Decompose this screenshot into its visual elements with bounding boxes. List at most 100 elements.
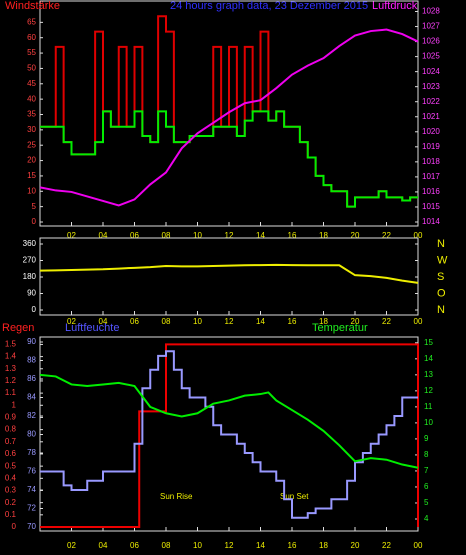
y-tick-label: 12 [424,386,433,395]
x-tick-label: 14 [256,231,265,240]
y-tick-label: 9 [424,434,429,443]
x-tick-label: 10 [193,231,202,240]
y-tick-label: 1019 [422,142,440,151]
x-tick-label: 14 [256,317,265,326]
x-tick-label: 04 [99,317,108,326]
y-tick-label: 1027 [422,22,440,31]
series-line [40,350,418,519]
y-tick-label: 35 [27,110,36,119]
panel-label: Regen [2,322,34,334]
y-tick-label: S [437,271,444,283]
series-line [39,28,419,207]
y-tick-label: 76 [27,467,36,476]
y-tick-label: 1020 [422,127,440,136]
y-tick-label: 0 [32,305,37,314]
y-tick-label: 1014 [422,217,440,226]
y-tick-label: 86 [27,374,36,383]
y-tick-label: 15 [424,338,433,347]
annotation: Sun Rise [160,492,193,501]
y-tick-label: 20 [27,156,36,165]
y-tick-label: 1.5 [5,340,17,349]
y-tick-label: 1.4 [5,352,17,361]
x-tick-label: 06 [130,317,139,326]
x-tick-label: 02 [67,231,76,240]
x-tick-label: 20 [351,231,360,240]
y-tick-label: 15 [27,171,36,180]
x-tick-label: 18 [319,541,328,550]
y-tick-label: 1.3 [5,364,17,373]
series-line [39,263,419,284]
x-tick-label: 22 [382,231,391,240]
y-tick-label: N [437,238,445,250]
y-tick-label: 8 [424,450,429,459]
y-tick-label: 1 [12,400,17,409]
y-tick-label: 55 [27,48,36,57]
x-tick-label: 14 [256,541,265,550]
y-tick-label: 0 [12,522,17,531]
y-tick-label: 1021 [422,112,440,121]
panel-label: 24 hours graph data, 23 Dezember 2015 [170,0,368,12]
panel-label: Windstärke [5,0,60,12]
y-tick-label: 90 [27,289,36,298]
y-tick-label: 14 [424,354,433,363]
y-tick-label: 1023 [422,82,440,91]
y-tick-label: 0.3 [5,486,17,495]
y-tick-label: 0.2 [5,498,17,507]
x-tick-label: 18 [319,317,328,326]
x-tick-label: 12 [225,541,234,550]
x-tick-label: 10 [193,541,202,550]
y-tick-label: 1025 [422,52,440,61]
y-tick-label: 1016 [422,187,440,196]
y-tick-label: 0.7 [5,437,17,446]
series-line [39,373,419,469]
y-tick-label: 1018 [422,157,440,166]
x-tick-label: 02 [67,317,76,326]
y-tick-label: 70 [27,522,36,531]
x-tick-label: 08 [162,317,171,326]
x-tick-label: 08 [162,231,171,240]
x-tick-label: 16 [288,317,297,326]
y-tick-label: 0.9 [5,413,17,422]
y-tick-label: 13 [424,370,433,379]
y-tick-label: 11 [424,402,433,411]
y-tick-label: O [437,287,446,299]
y-tick-label: 25 [27,140,36,149]
x-tick-label: 08 [162,541,171,550]
annotation: Sun Set [280,492,309,501]
x-tick-label: 12 [225,317,234,326]
y-tick-label: 4 [424,514,429,523]
y-tick-label: 0.4 [5,473,17,482]
panel-label: Temperatur [312,322,368,334]
y-tick-label: 40 [27,94,36,103]
y-tick-label: 0.5 [5,461,17,470]
panel-label: Luftfeuchte [65,322,119,334]
y-tick-label: 180 [23,272,37,281]
x-tick-label: 22 [382,541,391,550]
x-tick-label: 18 [319,231,328,240]
panel-label: Luftdruck [372,0,418,12]
y-tick-label: 30 [27,125,36,134]
y-tick-label: 84 [27,393,36,402]
y-tick-label: 1028 [422,7,440,16]
x-tick-label: 06 [130,231,139,240]
series-line [40,343,419,528]
y-tick-label: 1.1 [5,388,17,397]
y-tick-label: 60 [27,33,36,42]
x-tick-label: 10 [193,317,202,326]
y-tick-label: 1026 [422,37,440,46]
x-tick-label: 02 [67,541,76,550]
y-tick-label: 5 [424,498,429,507]
y-tick-label: 1017 [422,172,440,181]
y-tick-label: 74 [27,485,36,494]
y-tick-label: 45 [27,79,36,88]
x-tick-label: 06 [130,541,139,550]
y-tick-label: 50 [27,64,36,73]
y-tick-label: 1022 [422,97,440,106]
y-tick-label: 1024 [422,67,440,76]
x-tick-label: 22 [382,317,391,326]
y-tick-label: 1.2 [5,376,17,385]
y-tick-label: 360 [23,239,37,248]
x-tick-label: 20 [351,317,360,326]
x-tick-label: 04 [99,541,108,550]
y-tick-label: 0.1 [5,510,17,519]
